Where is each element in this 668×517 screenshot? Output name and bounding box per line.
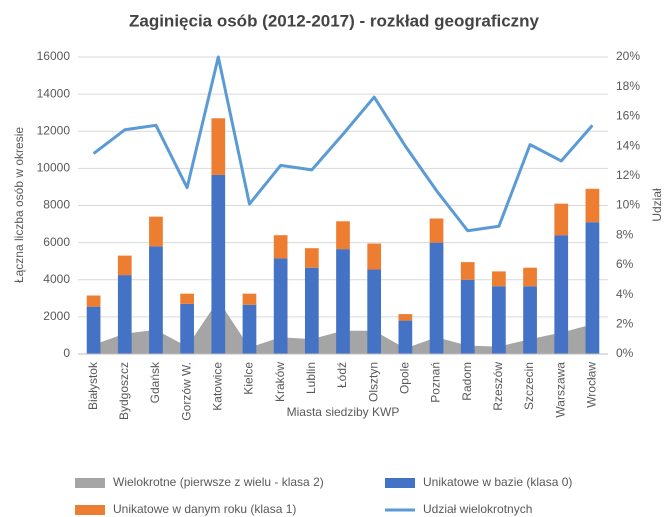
x-tick-label: Radom — [460, 362, 474, 401]
legend-label: Unikatowe w bazie (klasa 0) — [423, 475, 572, 489]
bar — [336, 221, 350, 250]
legend-label: Unikatowe w danym roku (klasa 1) — [113, 502, 296, 516]
bar — [492, 286, 506, 354]
x-tick-label: Poznań — [429, 362, 443, 403]
y-axis-label: Łączna liczba osób w okresie — [12, 127, 26, 283]
x-tick-label: Gdańsk — [148, 361, 162, 403]
y2-tick-label: 18% — [616, 79, 640, 93]
bar — [149, 216, 163, 247]
bar — [211, 118, 226, 175]
bar — [367, 269, 382, 354]
bar — [585, 188, 600, 223]
y-tick-label: 0 — [63, 346, 70, 360]
y-tick-label: 12000 — [37, 123, 71, 137]
y-tick-label: 4000 — [43, 272, 70, 286]
bar — [117, 255, 132, 276]
bar — [180, 293, 194, 304]
bar — [242, 304, 257, 354]
bar — [554, 203, 569, 236]
y-tick-label: 6000 — [43, 235, 70, 249]
y-tick-label: 10000 — [37, 161, 71, 175]
x-tick-label: Opole — [398, 362, 412, 394]
line — [92, 55, 594, 233]
x-tick-label: Wrocław — [585, 362, 599, 408]
bar — [429, 218, 444, 243]
y-tick-label: 14000 — [37, 86, 71, 100]
y2-tick-label: 2% — [616, 316, 634, 330]
legend-swatch — [385, 478, 415, 488]
bar — [304, 267, 319, 354]
chart-title: Zaginięcia osób (2012-2017) - rozkład ge… — [129, 11, 540, 30]
y2-tick-label: 14% — [616, 138, 640, 152]
legend-swatch — [75, 478, 105, 488]
bar — [523, 286, 537, 354]
bar — [149, 246, 163, 354]
bar — [398, 314, 413, 321]
bar — [460, 262, 475, 280]
bar — [180, 303, 194, 354]
x-tick-label: Gorzów W. — [179, 362, 193, 421]
x-tick-label: Białystok — [86, 361, 100, 410]
legend-label: Udział wielokrotnych — [423, 502, 532, 516]
bar — [273, 235, 288, 259]
y2-tick-label: 16% — [616, 109, 640, 123]
bar — [242, 293, 257, 305]
bar — [211, 174, 226, 354]
y2-tick-label: 10% — [616, 198, 640, 212]
bar — [117, 275, 132, 354]
bar — [492, 271, 506, 287]
bar — [460, 279, 475, 354]
x-axis-label: Miasta siedziby KWP — [287, 405, 400, 419]
y-tick-label: 2000 — [43, 309, 70, 323]
x-tick-label: Lublin — [304, 362, 318, 394]
y2-tick-label: 12% — [616, 168, 640, 182]
bar — [367, 243, 382, 270]
x-tick-label: Olsztyn — [366, 362, 380, 402]
y2-tick-label: 20% — [616, 49, 640, 63]
legend-label: Wielokrotne (pierwsze z wielu - klasa 2) — [113, 475, 324, 489]
y2-tick-label: 0% — [616, 346, 634, 360]
legend-swatch — [75, 505, 105, 515]
bar — [429, 242, 444, 354]
bar — [523, 267, 537, 287]
x-tick-label: Kraków — [273, 362, 287, 402]
bar — [86, 306, 101, 354]
y-tick-label: 16000 — [37, 49, 71, 63]
bar — [336, 249, 350, 354]
bar — [554, 235, 569, 354]
y2-tick-label: 8% — [616, 227, 634, 241]
x-tick-label: Szczecin — [522, 362, 536, 410]
bar — [304, 248, 319, 268]
x-tick-label: Kielce — [242, 362, 256, 395]
x-tick-label: Bydgoszcz — [117, 362, 131, 420]
x-tick-label: Warszawa — [553, 362, 567, 418]
y2-axis-label: Udział — [650, 188, 664, 222]
bar — [86, 295, 101, 307]
x-tick-label: Rzeszów — [491, 362, 505, 411]
x-tick-label: Katowice — [210, 362, 224, 411]
bar — [585, 222, 600, 354]
bar — [273, 258, 288, 354]
y2-tick-label: 6% — [616, 257, 634, 271]
x-tick-label: Łódź — [335, 362, 349, 388]
y-tick-label: 8000 — [43, 198, 70, 212]
y2-tick-label: 4% — [616, 287, 634, 301]
bar — [398, 320, 413, 354]
